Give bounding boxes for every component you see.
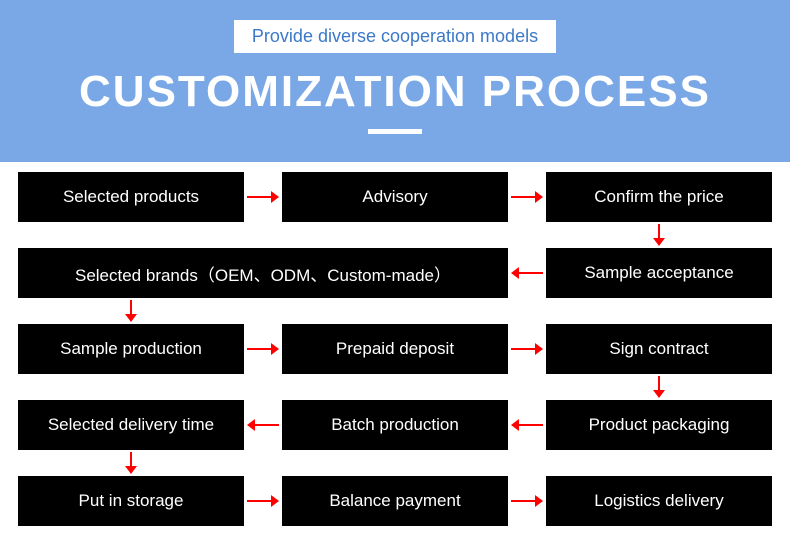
flow-arrow <box>511 265 543 281</box>
flow-node: Confirm the price <box>546 172 772 222</box>
main-title: CUSTOMIZATION PROCESS <box>0 67 790 117</box>
subtitle-box: Provide diverse cooperation models <box>234 20 556 53</box>
flow-arrow <box>247 189 279 205</box>
subtitle-text: Provide diverse cooperation models <box>252 26 538 46</box>
flow-arrow <box>511 341 543 357</box>
flow-node: Batch production <box>282 400 508 450</box>
flow-arrow <box>123 300 139 322</box>
flow-node: Selected products <box>18 172 244 222</box>
flow-node: Sample acceptance <box>546 248 772 298</box>
flow-node: Sign contract <box>546 324 772 374</box>
flow-arrow <box>651 376 667 398</box>
flow-node: Product packaging <box>546 400 772 450</box>
flowchart-area: Selected products Advisory Confirm the pri… <box>0 162 790 554</box>
flow-node: Balance payment <box>282 476 508 526</box>
flow-node: Put in storage <box>18 476 244 526</box>
flow-arrow <box>247 417 279 433</box>
flow-node: Selected delivery time <box>18 400 244 450</box>
flow-node: Advisory <box>282 172 508 222</box>
header-banner: Provide diverse cooperation models CUSTO… <box>0 0 790 162</box>
flow-node: Selected brands（OEM、ODM、Custom-made） <box>18 248 508 298</box>
flow-arrow <box>247 493 279 509</box>
flow-arrow <box>123 452 139 474</box>
flow-arrow <box>247 341 279 357</box>
flow-arrow <box>511 417 543 433</box>
flow-arrow <box>651 224 667 246</box>
flow-node: Logistics delivery <box>546 476 772 526</box>
title-underline <box>368 129 422 134</box>
flow-arrow <box>511 189 543 205</box>
flow-node: Sample production <box>18 324 244 374</box>
flow-arrow <box>511 493 543 509</box>
flow-node: Prepaid deposit <box>282 324 508 374</box>
